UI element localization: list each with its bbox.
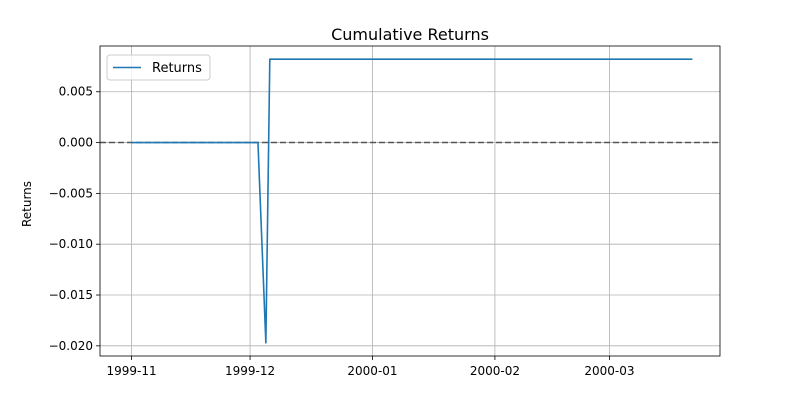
series-line-returns bbox=[131, 58, 693, 344]
chart-title: Cumulative Returns bbox=[331, 25, 489, 44]
series-layer bbox=[131, 58, 693, 344]
plot-area-frame bbox=[99, 45, 721, 357]
legend-box bbox=[106, 54, 211, 81]
x-tick-label: 2000-02 bbox=[470, 364, 520, 378]
x-tick-label: 2000-03 bbox=[584, 364, 634, 378]
grid-lines bbox=[100, 46, 720, 356]
x-tick-label: 1999-11 bbox=[107, 364, 157, 378]
x-tick-label: 1999-12 bbox=[225, 364, 275, 378]
legend-series-label: Returns bbox=[152, 61, 202, 76]
y-tick-label: −0.020 bbox=[49, 339, 93, 353]
x-axis-ticks: 1999-11 1999-12 2000-01 2000-02 2000-03 bbox=[107, 356, 634, 378]
y-tick-label: 0.005 bbox=[59, 85, 93, 99]
legend: Returns bbox=[106, 54, 211, 81]
y-tick-label: −0.005 bbox=[49, 186, 93, 200]
y-tick-label: −0.015 bbox=[49, 288, 93, 302]
x-tick-label: 2000-01 bbox=[347, 364, 397, 378]
y-axis-label: Returns bbox=[20, 181, 34, 227]
y-tick-label: −0.010 bbox=[49, 237, 93, 251]
y-axis-ticks: 0.005 0.000 −0.005 −0.010 −0.015 −0.020 bbox=[49, 85, 100, 353]
y-tick-label: 0.000 bbox=[59, 136, 93, 150]
